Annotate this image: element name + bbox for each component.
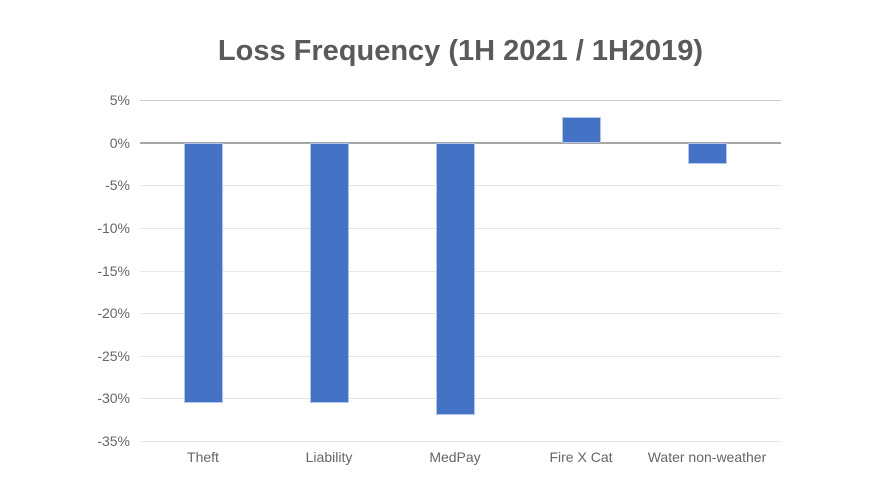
- y-tick-label: -25%: [97, 347, 130, 364]
- y-tick-label: 5%: [109, 92, 130, 108]
- x-category-label: Theft: [187, 449, 219, 465]
- bar-fire-x-cat: [561, 117, 601, 143]
- x-category-label: Liability: [305, 449, 353, 465]
- y-tick-label: -10%: [97, 219, 130, 236]
- y-tick-label: -20%: [97, 305, 130, 322]
- y-tick-label: -30%: [97, 390, 130, 407]
- x-category-label: Water non-weather: [647, 449, 767, 465]
- plot-area: [140, 100, 781, 442]
- bar-liability: [309, 142, 349, 403]
- y-tick-label: -15%: [97, 262, 130, 279]
- y-tick-label: -5%: [105, 177, 130, 194]
- gridline: [140, 441, 781, 442]
- y-tick-label: -35%: [97, 433, 130, 449]
- gridline: [140, 100, 781, 101]
- bar-theft: [183, 142, 223, 403]
- x-category-label: Fire X Cat: [549, 449, 613, 465]
- y-tick-label: 0%: [109, 134, 130, 151]
- bar-medpay: [435, 142, 475, 416]
- chart-title: Loss Frequency (1H 2021 / 1H2019): [217, 35, 704, 67]
- x-category-label: MedPay: [429, 449, 481, 465]
- bar-water-non-weather: [687, 142, 727, 164]
